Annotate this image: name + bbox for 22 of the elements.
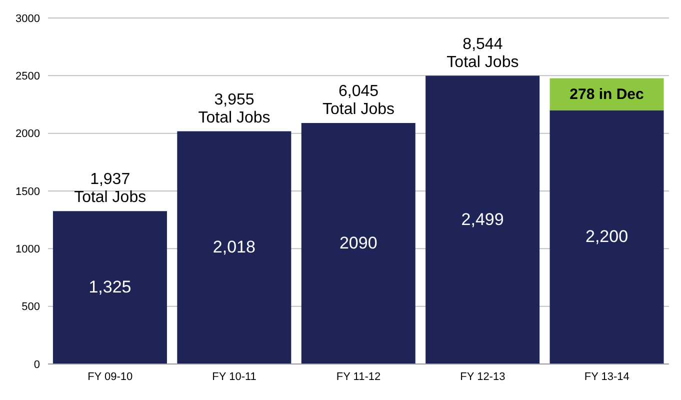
x-tick-label: FY 11-12 [336,370,381,383]
data-label: 278 in Dec [570,86,644,104]
y-tick-label: 500 [22,301,40,314]
y-tick-label: 3000 [16,12,40,25]
x-tick-label: FY 12-13 [460,370,506,383]
y-tick-label: 2000 [16,128,40,140]
y-tick-label: 1000 [16,244,40,256]
data-label: 1,325 [88,278,132,297]
x-tick-label: FY 13-14 [584,370,630,383]
data-label: 2090 [339,233,378,252]
annotation: 6,045 Total Jobs [322,82,395,118]
y-tick-label: 0 [34,358,40,371]
data-label: 2,200 [585,227,628,246]
annotation: 8,544 Total Jobs [446,36,519,71]
annotation: 3,955 Total Jobs [198,91,270,126]
y-tick-label: 1500 [16,186,40,198]
x-tick-label: FY 09-10 [88,370,133,383]
data-label: 2,018 [212,238,256,257]
annotation: 1,937 Total Jobs [74,171,146,206]
data-label: 2,499 [461,210,504,229]
x-tick-label: FY 10-11 [212,370,256,383]
y-tick-label: 2500 [16,70,40,83]
